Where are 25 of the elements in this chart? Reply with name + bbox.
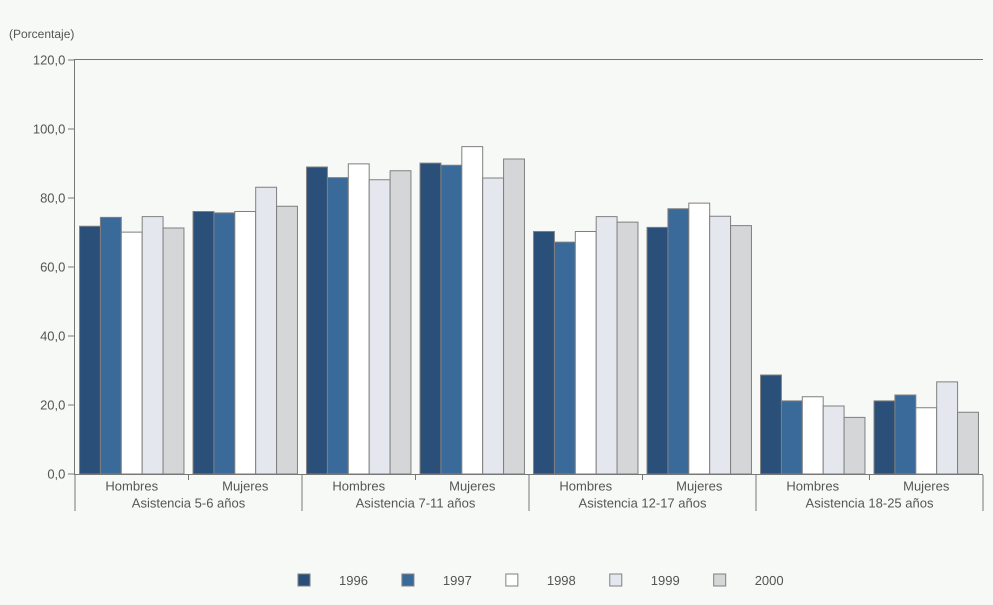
y-tick-label: 80,0 bbox=[40, 190, 66, 206]
text: Asistencia 12-17 años bbox=[578, 496, 707, 511]
text: Asistencia 18-25 años bbox=[806, 496, 934, 511]
x-tick-label: Mujeres bbox=[222, 478, 269, 494]
x-tick-label: Mujeres bbox=[903, 478, 950, 494]
x-tick-label: Mujeres bbox=[676, 478, 723, 494]
text: Asistencia 5-6 años bbox=[132, 496, 246, 511]
x-tick-label: Hombres bbox=[105, 478, 159, 494]
y-tick-label: 100,0 bbox=[32, 122, 66, 137]
x-tick-label: Mujeres bbox=[449, 478, 496, 494]
legend-label: 1998 bbox=[546, 573, 576, 588]
y-tick-label: 0,0 bbox=[47, 466, 66, 482]
y-tick-label: 20,0 bbox=[40, 398, 66, 413]
x-tick-label: Hombres bbox=[786, 478, 840, 494]
x-tick-label: Hombres bbox=[559, 478, 613, 494]
text: Asistencia 7-11 años bbox=[356, 496, 476, 511]
legend-label: 1996 bbox=[339, 573, 368, 588]
y-tick-label: 60,0 bbox=[40, 260, 66, 275]
x-tick-label: Hombres bbox=[332, 478, 386, 494]
y-tick-label: 120,0 bbox=[32, 52, 66, 68]
legend-label: 1997 bbox=[442, 573, 472, 588]
y-tick-label: 40,0 bbox=[40, 328, 66, 344]
y-axis-title: (Porcentaje) bbox=[9, 27, 74, 41]
legend-label: 1999 bbox=[650, 573, 680, 588]
legend-label: 2000 bbox=[754, 573, 784, 588]
